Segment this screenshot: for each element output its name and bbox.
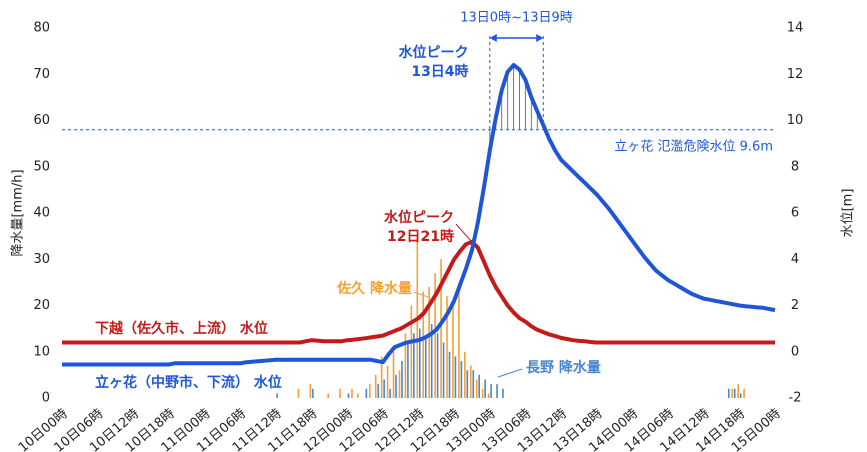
- bar: [490, 384, 492, 398]
- bar: [466, 370, 469, 398]
- bar: [442, 342, 445, 398]
- danger-label: 立ヶ花 氾濫危険水位 9.6m: [614, 138, 773, 154]
- bar: [469, 365, 472, 398]
- bar: [743, 388, 745, 398]
- bar: [478, 374, 481, 398]
- series-label: 長野 降水量: [526, 359, 601, 376]
- bar: [428, 287, 430, 398]
- y2-tick-label: 12: [787, 67, 804, 82]
- bar: [454, 356, 457, 398]
- y-tick-label: 80: [33, 21, 50, 36]
- y-tick-label: 0: [42, 391, 50, 406]
- bar: [452, 305, 454, 398]
- bar: [392, 351, 395, 398]
- bar: [446, 296, 448, 398]
- rain-arrow: [413, 291, 429, 298]
- bar: [339, 388, 341, 398]
- bar: [434, 273, 436, 398]
- bar: [487, 393, 490, 398]
- bar: [430, 324, 433, 398]
- bar: [484, 379, 486, 398]
- bar: [368, 384, 371, 398]
- y-tick-label: 10: [33, 344, 50, 359]
- bar: [401, 361, 403, 398]
- bar: [739, 393, 742, 398]
- bar: [464, 351, 466, 398]
- y2-tick-label: 10: [787, 113, 804, 128]
- y2-tick-label: 2: [791, 298, 799, 313]
- peak-label: 水位ピーク: [384, 209, 454, 226]
- bar: [727, 388, 730, 398]
- bar: [436, 333, 439, 398]
- y-axis-label: 降水量[mm/h]: [11, 169, 26, 256]
- bar: [733, 388, 736, 398]
- y-tick-label: 70: [33, 67, 50, 82]
- bar: [357, 393, 359, 398]
- bar: [374, 374, 377, 398]
- y2-tick-label: 4: [791, 252, 799, 267]
- bar: [472, 370, 475, 398]
- peak-leader: [455, 223, 472, 242]
- rain-leader: [497, 368, 523, 378]
- series-label: 下越（佐久市、上流） 水位: [95, 320, 268, 337]
- bar: [448, 351, 451, 398]
- bar: [496, 384, 498, 398]
- y-tick-label: 50: [33, 159, 50, 174]
- peak-label: 12日21時: [387, 228, 454, 245]
- bar: [276, 393, 278, 398]
- bar: [377, 384, 380, 398]
- y-tick-label: 40: [33, 206, 50, 221]
- bar: [424, 337, 427, 398]
- bar: [383, 379, 385, 398]
- bar: [389, 388, 391, 398]
- bar: [413, 333, 415, 398]
- y-tick-label: 60: [33, 113, 50, 128]
- y-tick-label: 20: [33, 298, 50, 313]
- bar: [404, 333, 407, 398]
- bar: [458, 282, 460, 398]
- bar: [407, 342, 409, 398]
- bar: [395, 374, 397, 398]
- y-tick-label: 30: [33, 252, 50, 267]
- y2-tick-label: 0: [791, 344, 799, 359]
- bar: [309, 384, 312, 398]
- peak-label: 13日4時: [411, 63, 468, 80]
- bar: [365, 388, 368, 398]
- bar: [347, 393, 350, 398]
- bar: [297, 388, 300, 398]
- bar: [502, 388, 504, 398]
- level-line: [62, 239, 775, 345]
- range-label: 13日0時~13日9時: [460, 11, 573, 26]
- peak-label: 水位ピーク: [399, 44, 469, 61]
- bar: [327, 393, 329, 398]
- level-line: [62, 63, 776, 367]
- y2-tick-label: 8: [791, 159, 799, 174]
- bar: [731, 388, 734, 398]
- y2-tick-label: -2: [789, 391, 802, 406]
- y2-axis-label: 水位[m]: [841, 189, 856, 238]
- bar: [475, 379, 478, 398]
- bar: [380, 356, 383, 398]
- y2-tick-label: 6: [791, 206, 799, 221]
- bar: [398, 370, 401, 398]
- y2-tick-label: 14: [787, 21, 804, 36]
- series-label: 立ヶ花（中野市、下流） 水位: [95, 374, 282, 391]
- series-label: 佐久 降水量: [336, 280, 412, 297]
- bar: [440, 259, 442, 398]
- bar: [737, 384, 739, 398]
- bar: [419, 328, 421, 398]
- bar: [481, 388, 484, 398]
- bar: [410, 305, 413, 398]
- bar: [422, 291, 425, 398]
- bar: [460, 361, 463, 398]
- bar: [351, 388, 353, 398]
- bar: [386, 365, 389, 398]
- bar: [312, 388, 314, 398]
